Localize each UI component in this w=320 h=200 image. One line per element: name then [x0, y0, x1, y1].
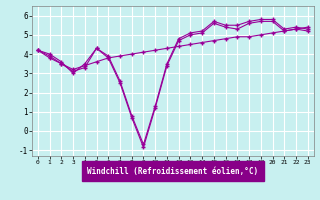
X-axis label: Windchill (Refroidissement éolien,°C): Windchill (Refroidissement éolien,°C)	[87, 167, 258, 176]
